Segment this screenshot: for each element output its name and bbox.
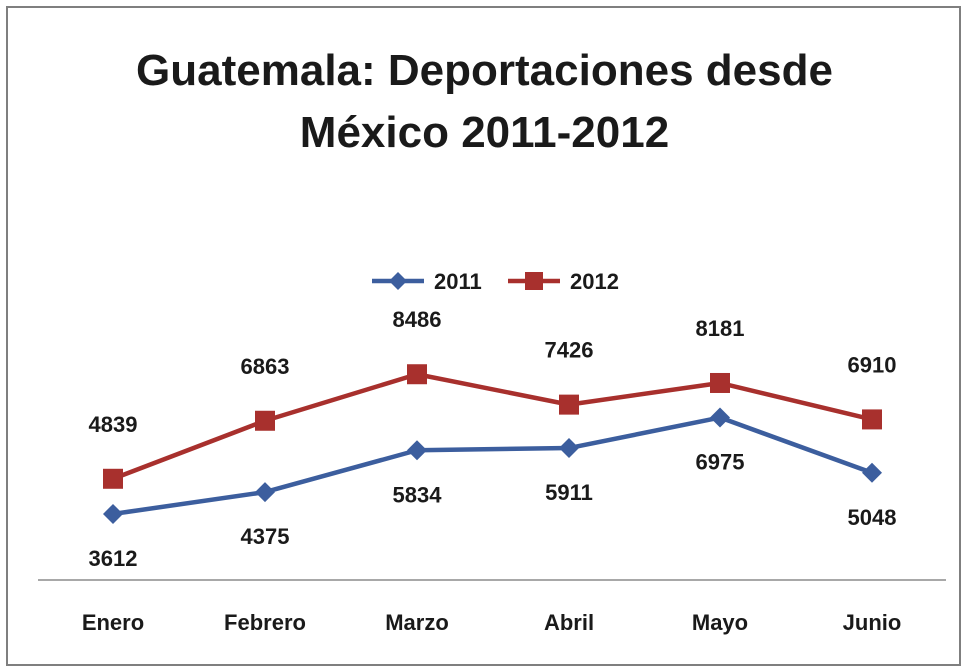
category-label-abril: Abril	[544, 610, 594, 635]
legend-marker-2011	[389, 272, 407, 290]
data-label-2012-febrero: 6863	[241, 354, 290, 379]
legend-label-2011: 2011	[434, 269, 482, 294]
point-2012-marzo	[407, 364, 427, 385]
series-line-2012	[112, 371, 873, 481]
legend-marker-2012	[525, 272, 543, 290]
data-label-2012-enero: 4839	[89, 412, 138, 437]
category-label-marzo: Marzo	[385, 610, 449, 635]
data-label-2012-junio: 6910	[848, 352, 897, 377]
data-label-2011-marzo: 5834	[393, 482, 443, 507]
data-label-2011-enero: 3612	[89, 546, 138, 571]
point-2012-febrero	[255, 410, 275, 431]
point-2012-enero	[103, 468, 123, 489]
point-2012-abril	[559, 394, 579, 415]
chart-title-line-1: Guatemala: Deportaciones desde	[136, 46, 833, 95]
series-line-2011	[112, 415, 873, 517]
chart-title-line-2: México 2011-2012	[299, 108, 670, 157]
point-2011-abril	[559, 438, 579, 459]
data-label-2011-mayo: 6975	[696, 450, 745, 475]
data-label-2011-abril: 5911	[545, 480, 593, 505]
point-2011-enero	[103, 503, 123, 524]
point-2011-febrero	[255, 482, 275, 503]
legend-label-2012: 2012	[570, 269, 619, 294]
point-2011-mayo	[710, 407, 730, 428]
category-label-febrero: Febrero	[224, 610, 306, 635]
chart-frame	[6, 6, 961, 666]
category-label-enero: Enero	[82, 610, 144, 635]
data-label-2012-marzo: 8486	[393, 307, 442, 332]
data-label-2011-junio: 5048	[848, 505, 897, 530]
point-2011-junio	[862, 462, 882, 483]
data-label-2011-febrero: 4375	[241, 524, 290, 549]
category-label-mayo: Mayo	[692, 610, 748, 635]
point-2011-marzo	[407, 440, 427, 461]
data-label-2012-abril: 7426	[545, 338, 594, 363]
chart-title: Guatemala: Deportaciones desde México 20…	[0, 40, 969, 164]
category-label-junio: Junio	[843, 610, 902, 635]
data-label-2012-mayo: 8181	[696, 316, 745, 341]
point-2012-mayo	[710, 372, 730, 393]
point-2012-junio	[862, 409, 882, 430]
